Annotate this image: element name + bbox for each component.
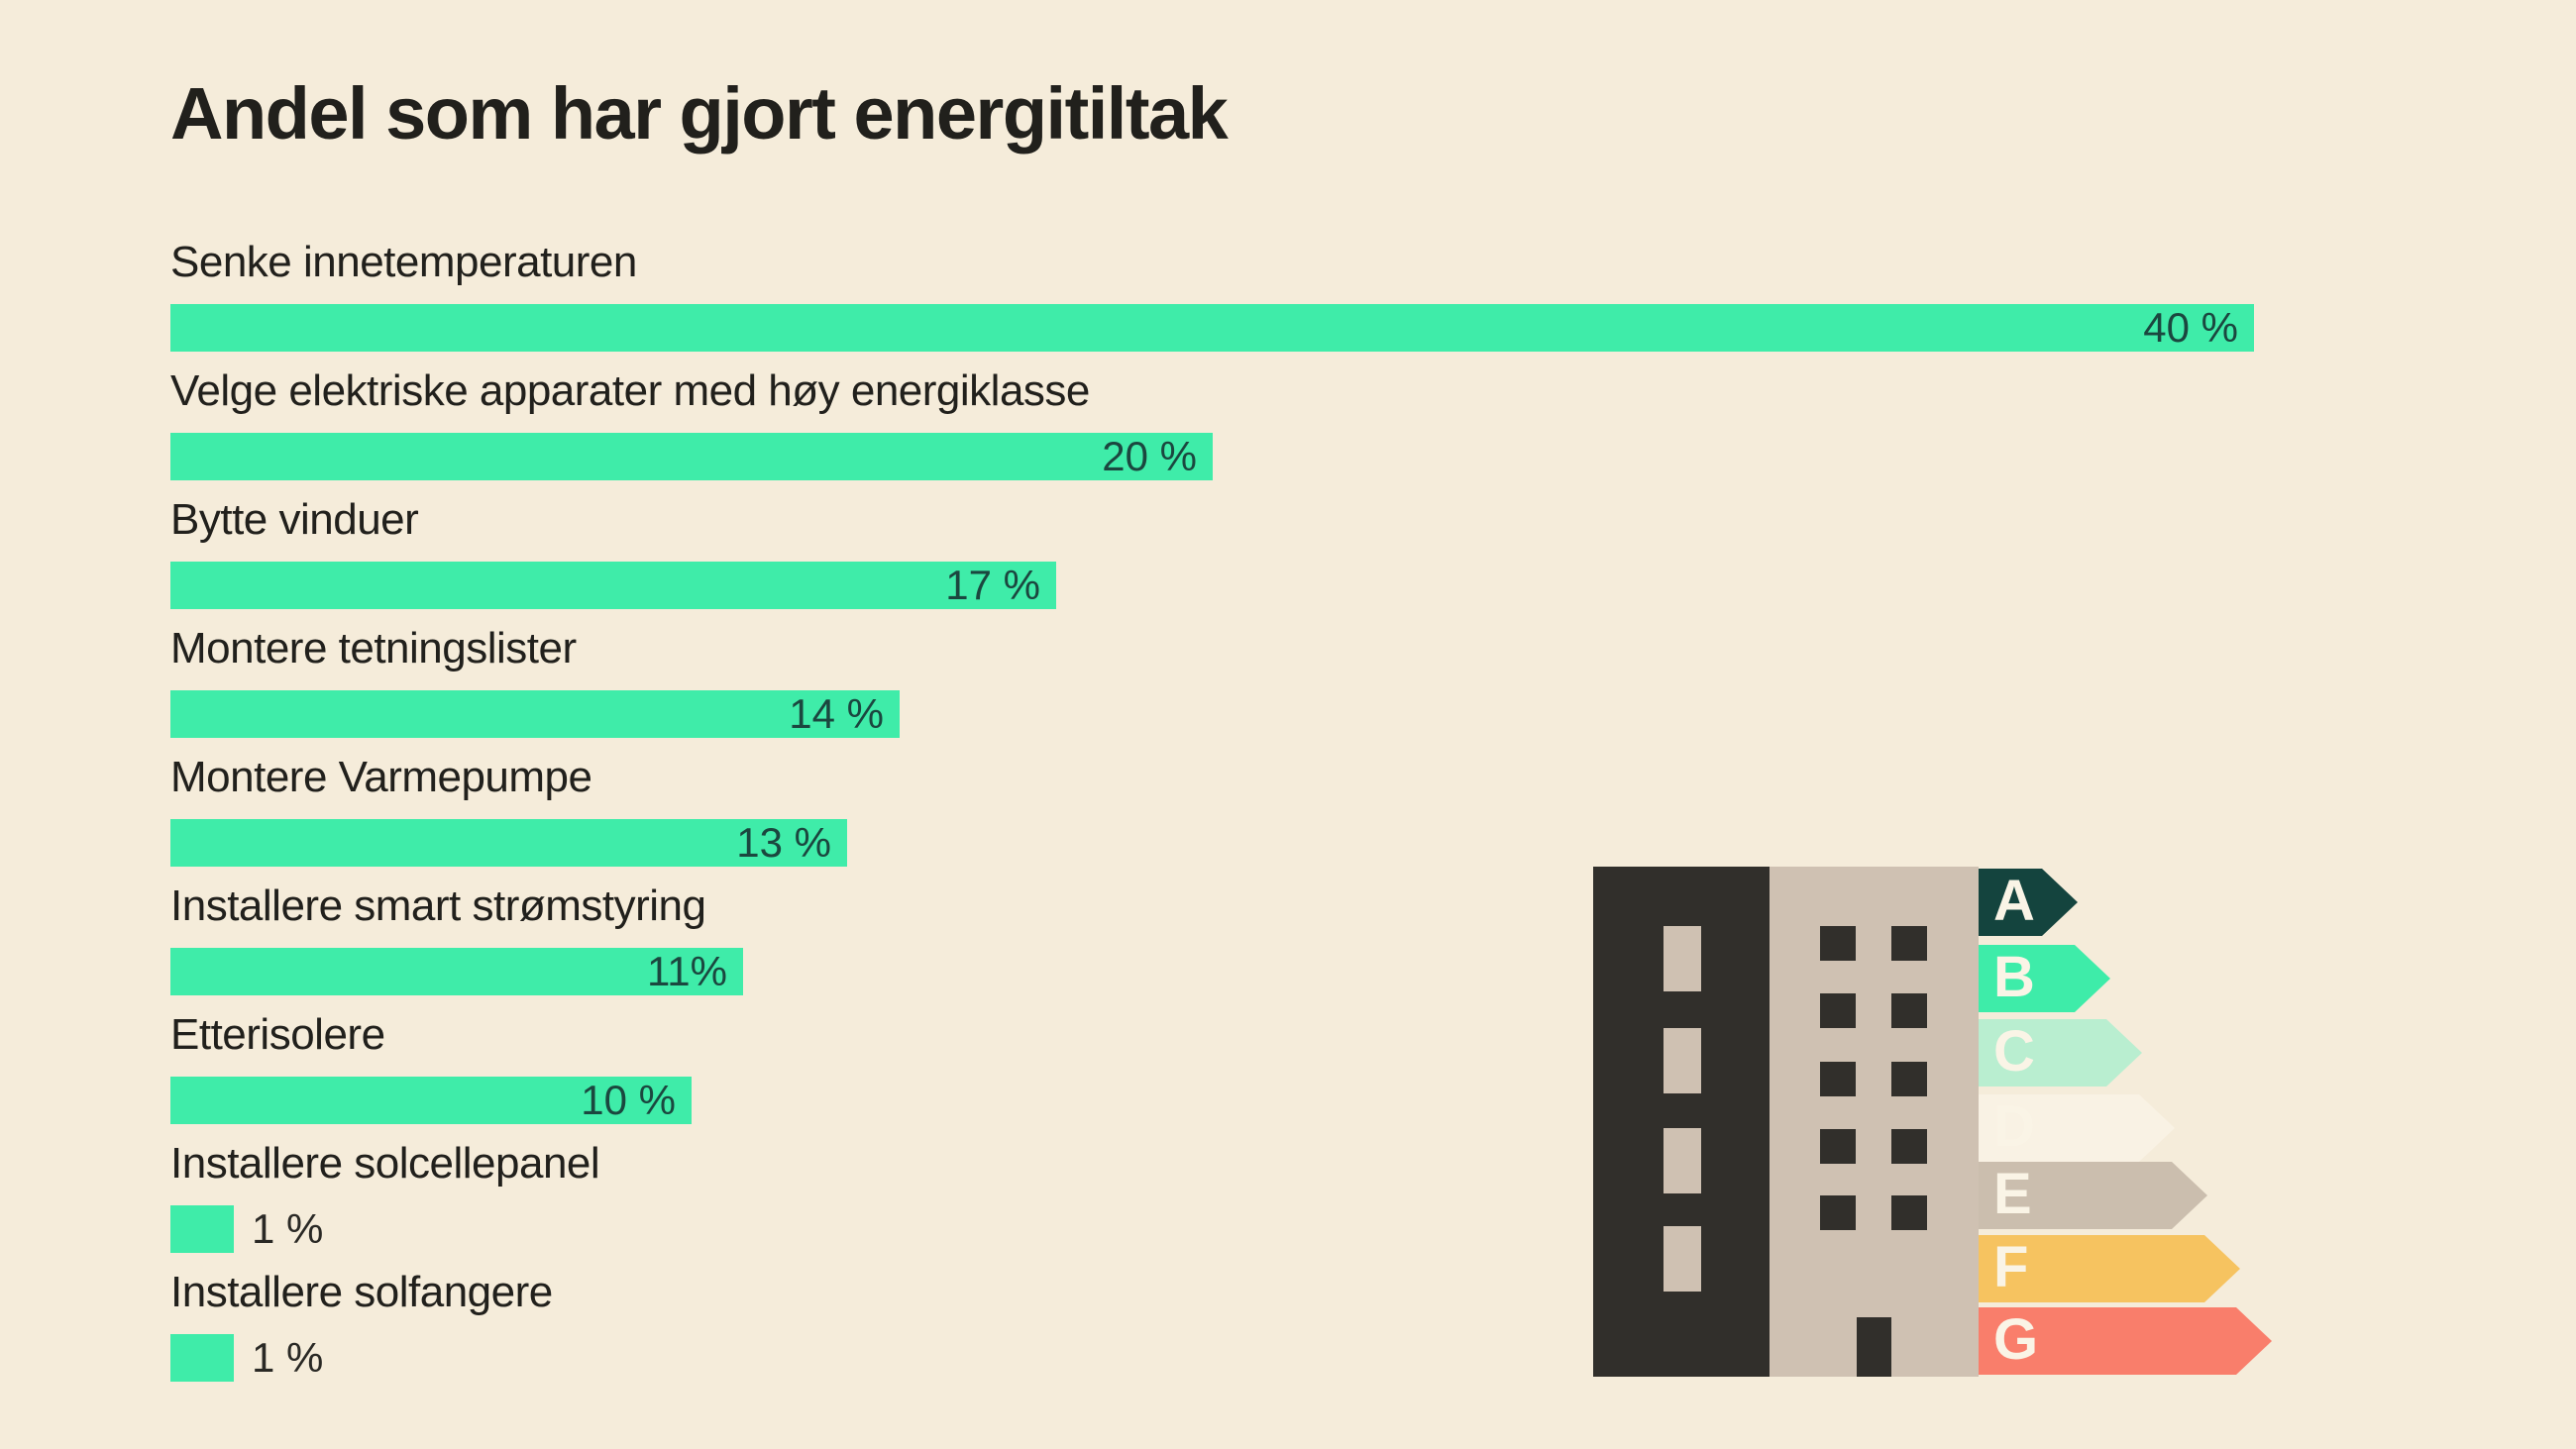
building-window <box>1820 926 1856 961</box>
chart-row: Etterisolere 10 % <box>170 1010 2310 1139</box>
energy-grade-letter: C <box>1993 1019 2035 1084</box>
building-window <box>1891 1062 1927 1096</box>
energy-grade-arrow-a: A <box>1979 869 2078 936</box>
energy-grade-letter: F <box>1993 1235 2029 1299</box>
category-label: Senke innetemperaturen <box>170 238 637 286</box>
bar-fill <box>170 1205 234 1253</box>
building-window <box>1891 926 1927 961</box>
energy-grade-letter: G <box>1993 1307 2039 1372</box>
bar-track: 17 % <box>170 562 2310 609</box>
chart-row: Montere tetningslister 14 % <box>170 624 2310 753</box>
energy-grade-arrow-d: D <box>1979 1094 2175 1162</box>
category-label: Montere tetningslister <box>170 624 577 673</box>
energy-grade-letter: E <box>1993 1162 2032 1226</box>
building-dark-tower <box>1593 867 1770 1377</box>
bar-fill <box>170 433 1213 480</box>
bar-track: 10 % <box>170 1077 2310 1124</box>
bar-value-label: 40 % <box>2143 304 2238 351</box>
energy-grade-arrow-b: B <box>1979 945 2110 1012</box>
energy-grade-letter: A <box>1993 869 2035 933</box>
chart-title: Andel som har gjort energitiltak <box>170 72 1229 155</box>
bar-value-label: 1 % <box>252 1205 324 1252</box>
energy-grade-arrow-c: C <box>1979 1019 2142 1087</box>
building-door <box>1857 1317 1891 1377</box>
building-window <box>1891 1195 1927 1230</box>
building-window <box>1820 1129 1856 1164</box>
bar-fill <box>170 304 2254 352</box>
energy-grade-arrow-e: E <box>1979 1162 2207 1229</box>
bar-value-label: 20 % <box>1102 433 1197 479</box>
chart-row: Montere Varmepumpe 13 % <box>170 753 2310 881</box>
bar-track: 13 % <box>170 819 2310 867</box>
bar-value-label: 13 % <box>736 819 831 866</box>
bar-track: 40 % <box>170 304 2310 352</box>
chart-row: Installere solcellepanel 1 % <box>170 1139 2310 1268</box>
category-label: Bytte vinduer <box>170 495 419 544</box>
category-label: Velge elektriske apparater med høy energ… <box>170 366 1090 415</box>
building-window <box>1891 993 1927 1028</box>
bar-fill <box>170 948 743 995</box>
bar-value-label: 1 % <box>252 1334 324 1381</box>
bar-fill <box>170 1334 234 1382</box>
chart-row: Bytte vinduer 17 % <box>170 495 2310 624</box>
chart-row: Senke innetemperaturen 40 % <box>170 238 2310 366</box>
bar-track: 14 % <box>170 690 2310 738</box>
building-window <box>1820 1062 1856 1096</box>
energy-grade-letter: D <box>1993 1094 2035 1159</box>
building-window <box>1664 1128 1701 1193</box>
building-window <box>1664 1028 1701 1093</box>
building-window <box>1820 1195 1856 1230</box>
energy-grade-scale: A B C D E F G <box>1979 867 2573 1377</box>
bar-track: 1 % <box>170 1205 2310 1253</box>
chart-row: Velge elektriske apparater med høy energ… <box>170 366 2310 495</box>
chart-row: Installere solfangere 1 % <box>170 1268 2310 1397</box>
bar-value-label: 17 % <box>945 562 1040 608</box>
chart-row: Installere smart strømstyring 11% <box>170 881 2310 1010</box>
building-window <box>1820 993 1856 1028</box>
bar-track: 11% <box>170 948 2310 995</box>
bar-value-label: 10 % <box>581 1077 676 1123</box>
building-window <box>1664 1226 1701 1292</box>
energy-rating-illustration: A B C D E F G <box>1593 867 2574 1377</box>
bar-fill <box>170 819 847 867</box>
category-label: Installere solcellepanel <box>170 1139 600 1188</box>
category-label: Installere smart strømstyring <box>170 881 706 930</box>
building-light-tower <box>1770 867 1979 1377</box>
bar-fill <box>170 690 900 738</box>
building-window <box>1664 926 1701 991</box>
energy-grade-letter: B <box>1993 945 2035 1009</box>
building-window <box>1891 1129 1927 1164</box>
bar-fill <box>170 562 1056 609</box>
category-label: Montere Varmepumpe <box>170 753 592 801</box>
category-label: Etterisolere <box>170 1010 385 1059</box>
energy-grade-arrow-g: G <box>1979 1307 2272 1375</box>
bar-chart: Senke innetemperaturen 40 % Velge elektr… <box>170 238 2310 1397</box>
energy-grade-arrow-f: F <box>1979 1235 2240 1302</box>
bar-fill <box>170 1077 692 1124</box>
bar-track: 1 % <box>170 1334 2310 1382</box>
bar-track: 20 % <box>170 433 2310 480</box>
category-label: Installere solfangere <box>170 1268 553 1316</box>
bar-value-label: 14 % <box>789 690 884 737</box>
bar-value-label: 11% <box>647 948 727 994</box>
